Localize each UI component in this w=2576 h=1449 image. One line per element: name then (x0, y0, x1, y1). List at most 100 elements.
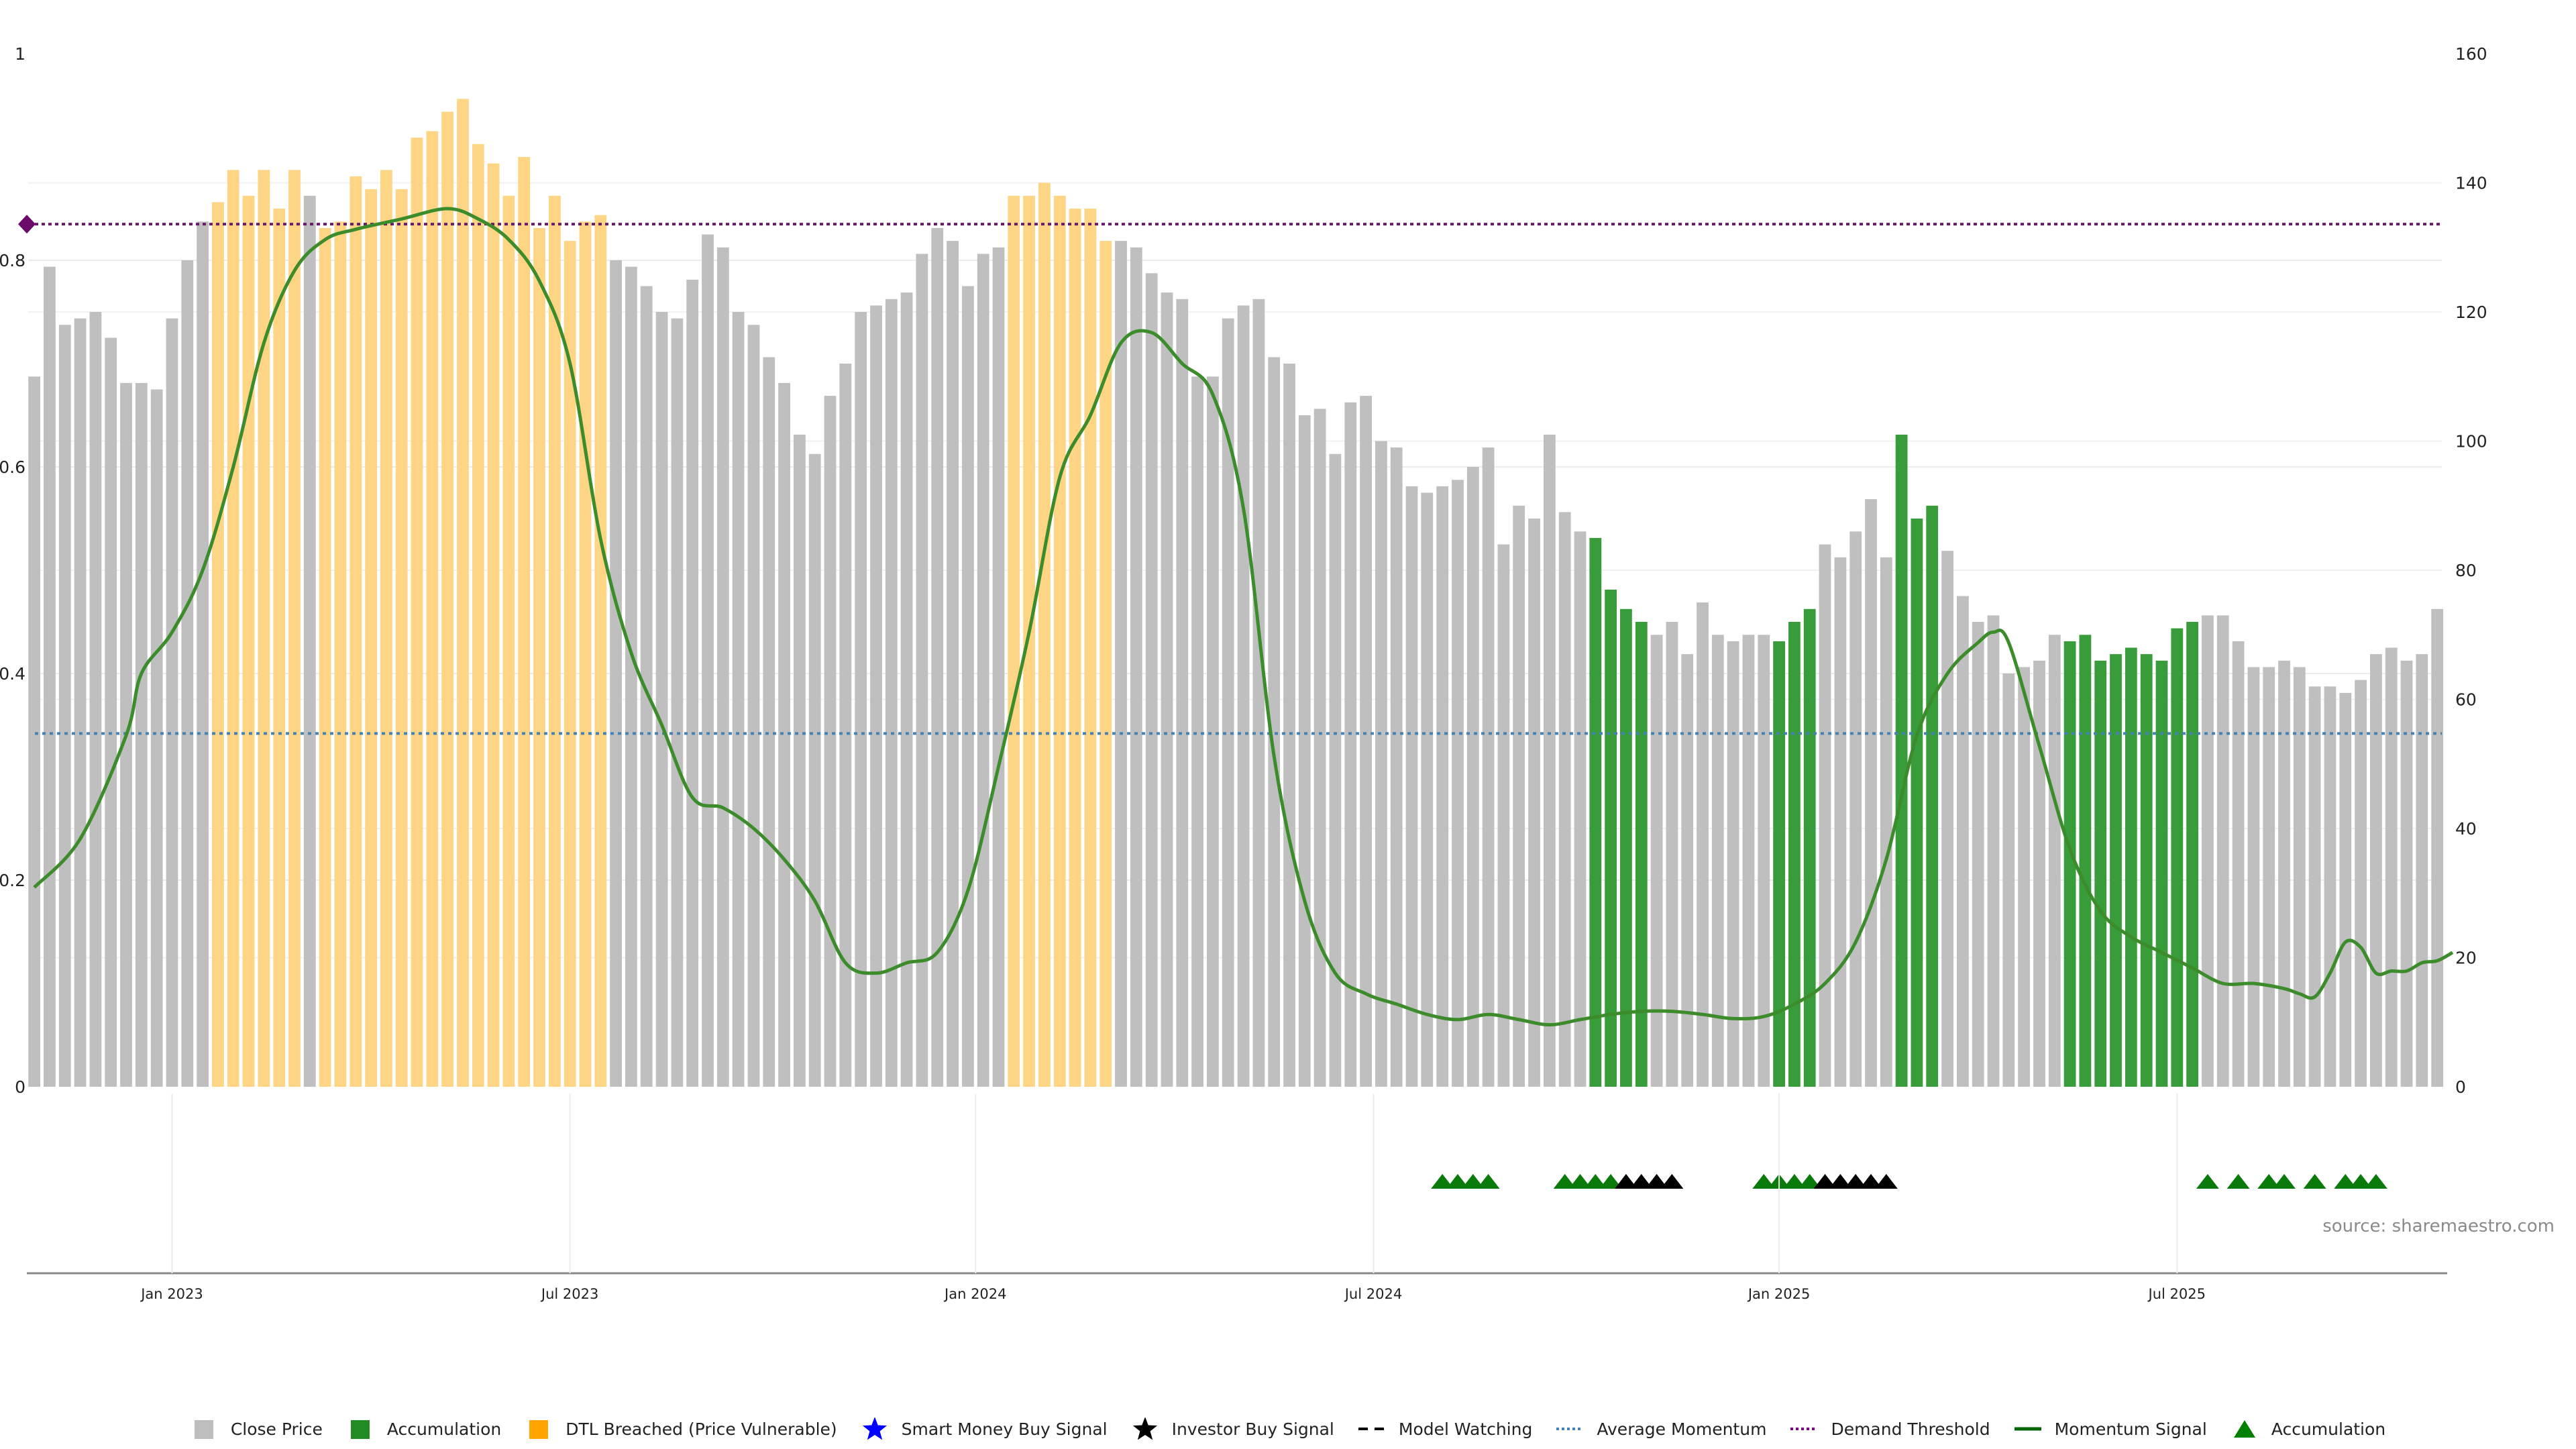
price-bar (1880, 557, 1892, 1087)
price-bar (1298, 415, 1311, 1087)
price-bar (640, 286, 653, 1087)
investor-buy-triangle (1829, 1174, 1852, 1189)
price-bar (1666, 622, 1678, 1087)
accumulation-triangle (2303, 1174, 2326, 1189)
price-bar (610, 260, 622, 1087)
price-bar (931, 227, 944, 1087)
legend-item-0: Close Price (191, 1417, 323, 1440)
price-bar (702, 234, 714, 1087)
legend-item-3: Smart Money Buy Signal (861, 1417, 1108, 1440)
legend-label: Accumulation (2271, 1419, 2386, 1439)
price-bar (1207, 376, 1219, 1087)
price-bar (1375, 441, 1387, 1087)
price-bar (426, 131, 439, 1087)
accumulation-triangle (1553, 1174, 1576, 1189)
price-bar (58, 325, 71, 1087)
price-bar (1911, 519, 1923, 1087)
price-bar (273, 209, 286, 1087)
left-tick-label: 0.2 (0, 871, 25, 890)
price-bar (916, 254, 928, 1087)
price-bar (2355, 680, 2367, 1087)
legend-item-5: Model Watching (1358, 1417, 1532, 1440)
price-bar (150, 389, 163, 1087)
price-bar (549, 195, 561, 1087)
accumulation-triangle (2334, 1174, 2357, 1189)
price-bar (1084, 209, 1097, 1087)
price-bar (1605, 589, 1617, 1087)
price-bar (2308, 686, 2321, 1087)
price-bar (1405, 486, 1418, 1087)
right-tick-label: 160 (2455, 44, 2487, 64)
price-bar (1421, 492, 1434, 1087)
price-bar (1222, 318, 1234, 1087)
price-bar (2247, 667, 2260, 1087)
price-bar (900, 292, 913, 1087)
left-axis-ticks: 0 0.2 0.4 0.6 0.8 1 (0, 44, 25, 1097)
accumulation-triangle (1798, 1174, 1821, 1189)
accumulation-triangle (1446, 1174, 1469, 1189)
legend-label: Accumulation (386, 1419, 502, 1439)
price-bar (1145, 273, 1158, 1087)
price-bar (977, 254, 989, 1087)
legend-item-6: Average Momentum (1556, 1417, 1766, 1440)
price-bar (365, 189, 377, 1087)
price-bar (1176, 299, 1189, 1087)
accumulation-triangle (1568, 1174, 1592, 1189)
price-bar (1038, 182, 1051, 1087)
price-bar (2125, 647, 2137, 1087)
momentum-signal (33, 207, 2454, 1027)
price-bar (1987, 615, 2000, 1087)
price-bar (135, 382, 148, 1087)
price-bar (258, 170, 270, 1087)
price-bar (1069, 209, 1081, 1087)
price-bar (1941, 551, 1953, 1087)
price-bar (166, 318, 178, 1087)
price-bar (885, 299, 898, 1087)
price-bar (2155, 660, 2168, 1087)
price-bar (303, 195, 316, 1087)
price-bar (1360, 396, 1372, 1087)
price-bar (992, 247, 1005, 1087)
accumulation-triangle (2226, 1174, 2250, 1189)
price-bar (1466, 467, 1479, 1087)
investor-buy-triangle (1874, 1174, 1898, 1189)
price-bar (1574, 531, 1587, 1087)
legend-label: Momentum Signal (2054, 1419, 2207, 1439)
price-bar (1544, 434, 1556, 1087)
price-bar (1283, 364, 1295, 1087)
legend-symbol-dot-icon (1790, 1417, 1818, 1440)
price-bar (2094, 660, 2107, 1087)
legend-item-4: Investor Buy Signal (1132, 1417, 1334, 1440)
price-bar (2339, 692, 2352, 1087)
price-bar (2048, 635, 2061, 1087)
price-bar (1390, 447, 1403, 1087)
price-bar (594, 215, 607, 1087)
price-bar (319, 227, 331, 1087)
accumulation-triangle (1461, 1174, 1485, 1189)
price-bar (2370, 654, 2382, 1087)
price-bar (1099, 241, 1112, 1087)
legend-item-7: Demand Threshold (1790, 1417, 1990, 1440)
legend-symbol-dot-icon (1556, 1417, 1584, 1440)
price-bar (1497, 544, 1510, 1087)
investor-buy-triangle (1645, 1174, 1668, 1189)
price-bar (1161, 292, 1173, 1087)
legend-symbol-triangle-icon (2231, 1417, 2258, 1440)
price-bar (1115, 241, 1127, 1087)
price-bar (2063, 641, 2076, 1087)
signal-markers (1431, 1174, 2387, 1189)
price-bar (242, 195, 255, 1087)
price-bar (334, 221, 347, 1087)
price-bar (212, 202, 224, 1087)
price-bar (1895, 434, 1908, 1087)
price-bar (533, 227, 545, 1087)
accumulation-triangle (1599, 1174, 1623, 1189)
price-bar (1558, 512, 1571, 1087)
price-bar (716, 247, 729, 1087)
price-bar (28, 376, 40, 1087)
price-bar (763, 357, 775, 1087)
price-bar (1528, 519, 1540, 1087)
price-bar (411, 138, 423, 1087)
legend-label: Demand Threshold (1831, 1419, 1990, 1439)
price-bar (2110, 654, 2122, 1087)
